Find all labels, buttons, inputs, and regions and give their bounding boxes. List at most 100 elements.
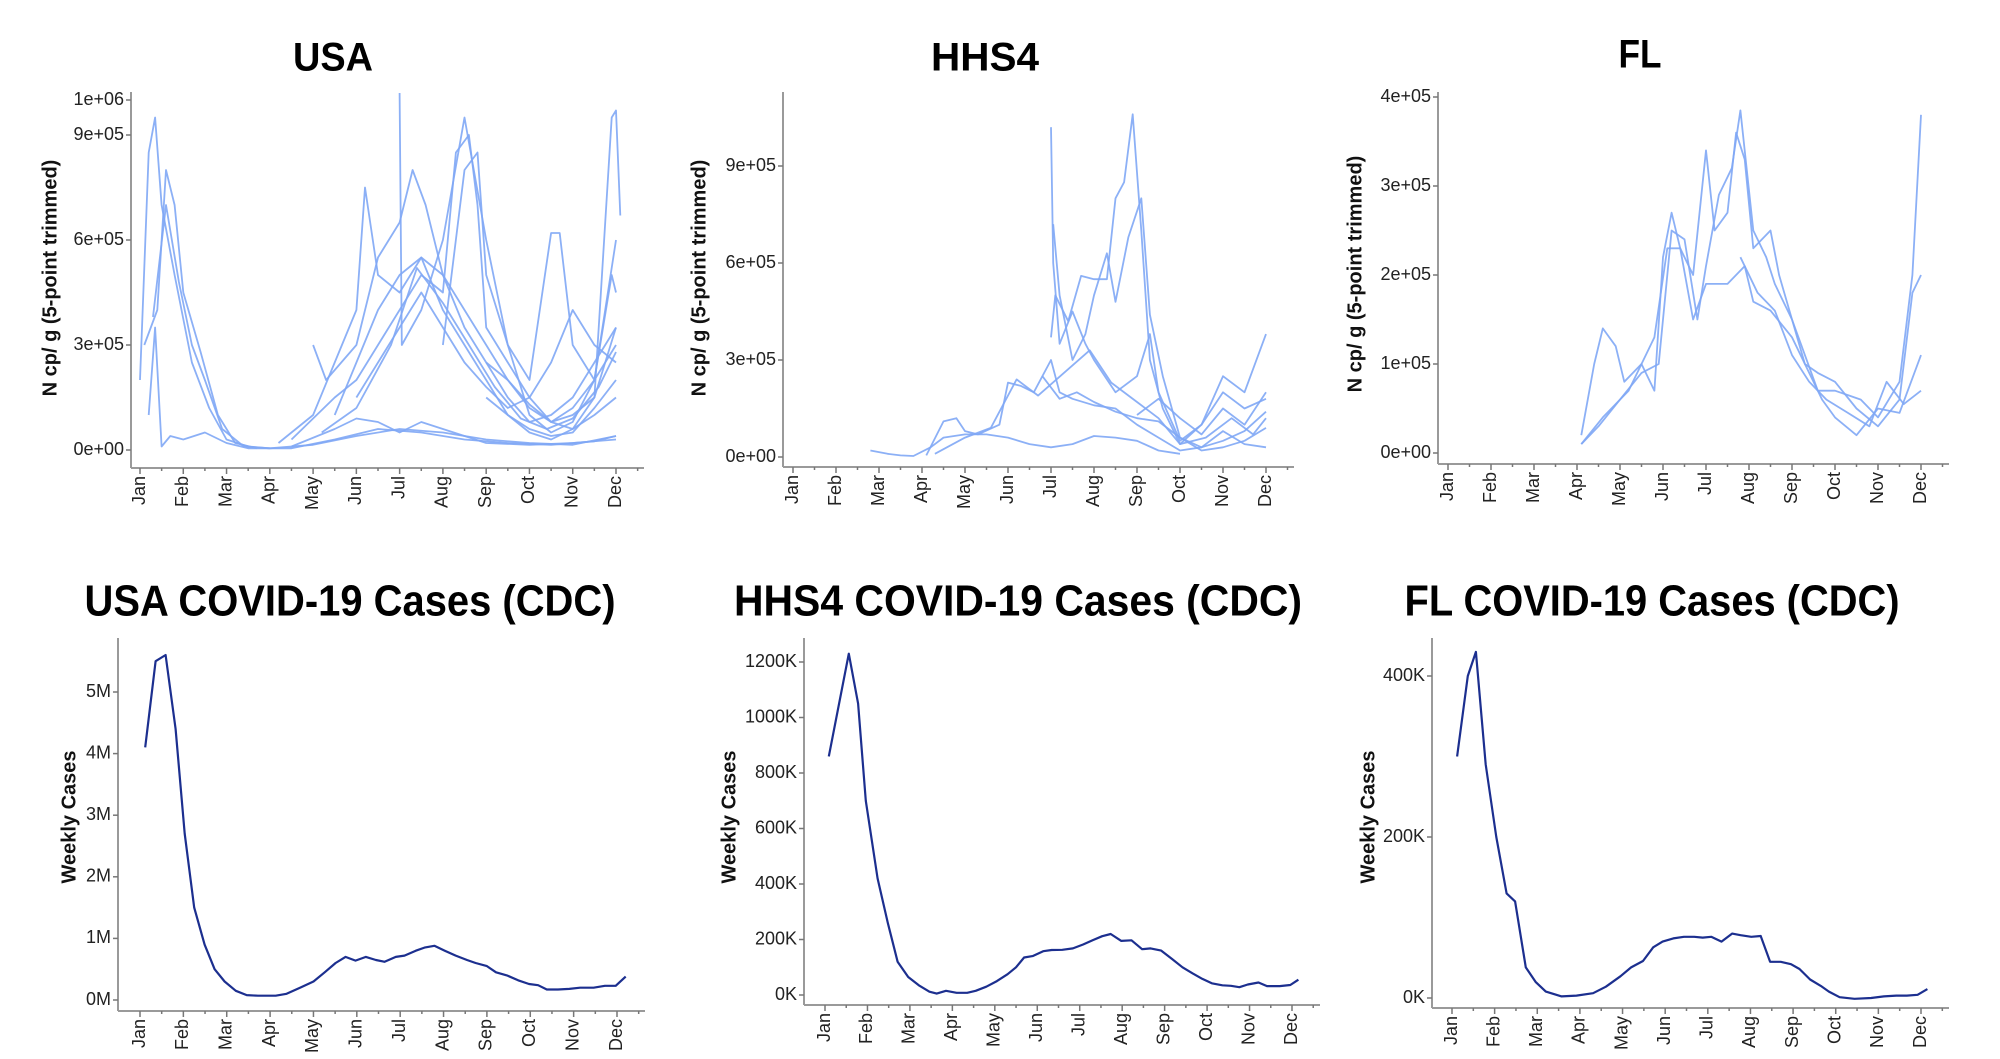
x-tick-label: Sep: [475, 476, 495, 508]
x-tick-label: Aug: [432, 1019, 452, 1051]
x-tick-label: Jun: [345, 476, 365, 505]
x-tick-label: Jan: [1437, 472, 1457, 501]
y-tick-label: 6e+05: [725, 252, 776, 272]
wastewater-site-line-15: [321, 267, 617, 434]
y-tick-label: 200K: [755, 928, 797, 948]
wastewater-site-line-2: [1580, 247, 1922, 445]
x-tick-label: Aug: [1738, 472, 1758, 504]
y-tick-label: 0e+00: [1380, 442, 1431, 462]
cases-series-line: [827, 652, 1300, 995]
x-tick-label: May: [984, 1013, 1004, 1047]
x-tick-label: Nov: [1212, 475, 1232, 507]
x-tick-label: Feb: [172, 476, 192, 507]
chart-panel-usa-wastewater: USA N cp/ g (5-point trimmed) 0e+00 3e+05 6e…: [39, 36, 644, 510]
x-tick-label: Aug: [1739, 1016, 1759, 1048]
y-tick-label: 0K: [775, 984, 797, 1004]
y-tick-label: 4e+05: [1380, 86, 1431, 106]
wastewater-site-line-0: [1580, 114, 1922, 436]
y-tick-label: 9e+05: [725, 155, 776, 175]
y-tick-label: 3M: [86, 804, 111, 824]
wastewater-site-line-0: [870, 433, 1181, 457]
y-tick-label: 400K: [755, 873, 797, 893]
x-tick-label: Nov: [561, 476, 581, 508]
wastewater-site-line-14: [485, 327, 617, 430]
wastewater-site-line-2: [1050, 127, 1267, 442]
y-tick-label: 200K: [1383, 826, 1425, 846]
x-tick-label: Dec: [606, 1019, 626, 1051]
x-tick-label: May: [302, 1019, 322, 1053]
x-tick-label: Jun: [1654, 1016, 1674, 1045]
x-tick-label: Jun: [1652, 472, 1672, 501]
y-tick-label: 3e+05: [73, 334, 124, 354]
x-tick-label: Feb: [1483, 1016, 1503, 1047]
chart-title: FL: [1619, 33, 1662, 77]
y-tick-label: 600K: [755, 817, 797, 837]
y-axis-label: Weekly Cases: [1357, 750, 1379, 883]
y-tick-label: 1e+06: [73, 89, 124, 109]
x-tick-label: Nov: [1867, 1016, 1887, 1048]
chart-title: USA COVID-19 Cases (CDC): [85, 577, 616, 626]
x-tick-label: May: [1611, 1016, 1631, 1050]
wastewater-site-line-10: [333, 256, 617, 441]
chart-panel-hhs4-cases: HHS4 COVID-19 Cases (CDC) Weekly Cases 0K 2…: [718, 577, 1320, 1047]
wastewater-site-line-5: [312, 169, 617, 423]
x-tick-label: Mar: [215, 476, 235, 507]
chart-title: HHS4 COVID-19 Cases (CDC): [734, 577, 1302, 626]
y-tick-label: 1000K: [745, 706, 797, 726]
wastewater-site-line-6: [290, 109, 622, 441]
x-tick-label: Apr: [259, 1019, 279, 1047]
chart-panel-fl-cases: FL COVID-19 Cases (CDC) Weekly Cases 0K 200…: [1357, 577, 1949, 1050]
y-axis-label: Weekly Cases: [718, 750, 740, 883]
y-tick-label: 2M: [86, 866, 111, 886]
x-tick-label: Dec: [1281, 1013, 1301, 1045]
wastewater-site-line-3: [152, 204, 270, 450]
y-tick-label: 0e+00: [725, 446, 776, 466]
y-tick-label: 0e+00: [73, 439, 124, 459]
wastewater-site-line-1: [143, 169, 258, 450]
x-tick-label: May: [954, 475, 974, 509]
x-tick-label: Apr: [1569, 1016, 1589, 1044]
x-tick-label: Oct: [1824, 1016, 1844, 1044]
wastewater-site-line-7: [934, 349, 1267, 455]
wastewater-site-line-4: [1052, 197, 1267, 449]
x-tick-label: Feb: [856, 1013, 876, 1044]
x-tick-label: Jul: [389, 1019, 409, 1042]
x-tick-label: Jan: [782, 475, 802, 504]
x-tick-label: Feb: [1480, 472, 1500, 503]
x-tick-label: Jan: [814, 1013, 834, 1042]
cases-series-line: [1456, 650, 1928, 1000]
x-tick-label: Feb: [172, 1019, 192, 1050]
x-tick-label: Dec: [605, 476, 625, 508]
wastewater-site-line-12: [442, 151, 617, 434]
chart-panel-fl-wastewater: FL N cp/ g (5-point trimmed) 0e+00 1e+05 2e+…: [1344, 33, 1949, 506]
x-tick-label: Dec: [1910, 472, 1930, 504]
x-tick-label: Sep: [1782, 1016, 1802, 1048]
x-tick-label: Aug: [432, 476, 452, 508]
y-tick-label: 1e+05: [1380, 353, 1431, 373]
x-tick-label: Nov: [1238, 1013, 1258, 1045]
y-axis-label: N cp/ g (5-point trimmed): [1344, 156, 1366, 393]
x-tick-label: Oct: [518, 476, 538, 504]
x-tick-label: Jan: [129, 1019, 149, 1048]
y-tick-label: 0M: [86, 989, 111, 1009]
x-tick-label: Jun: [997, 475, 1017, 504]
x-tick-label: Oct: [519, 1019, 539, 1047]
x-tick-label: Apr: [1566, 472, 1586, 500]
x-tick-label: Jul: [388, 476, 408, 499]
chart-panel-hhs4-wastewater: HHS4 N cp/ g (5-point trimmed) 0e+00 3e+05 6…: [688, 36, 1294, 509]
y-tick-label: 2e+05: [1380, 264, 1431, 284]
y-axis-label: N cp/ g (5-point trimmed): [39, 160, 61, 397]
x-tick-label: Oct: [1824, 472, 1844, 500]
chart-panel-usa-cases: USA COVID-19 Cases (CDC) Weekly Cases 0M 1M…: [58, 577, 645, 1053]
y-tick-label: 3e+05: [725, 349, 776, 369]
x-tick-label: Dec: [1255, 475, 1275, 507]
y-tick-label: 9e+05: [73, 124, 124, 144]
y-tick-label: 3e+05: [1380, 175, 1431, 195]
x-tick-label: Sep: [1126, 475, 1146, 507]
x-tick-label: May: [1609, 472, 1629, 506]
x-tick-label: Jan: [129, 476, 149, 505]
x-tick-label: Jul: [1695, 472, 1715, 495]
x-tick-label: Dec: [1910, 1016, 1930, 1048]
y-tick-label: 1200K: [745, 651, 797, 671]
